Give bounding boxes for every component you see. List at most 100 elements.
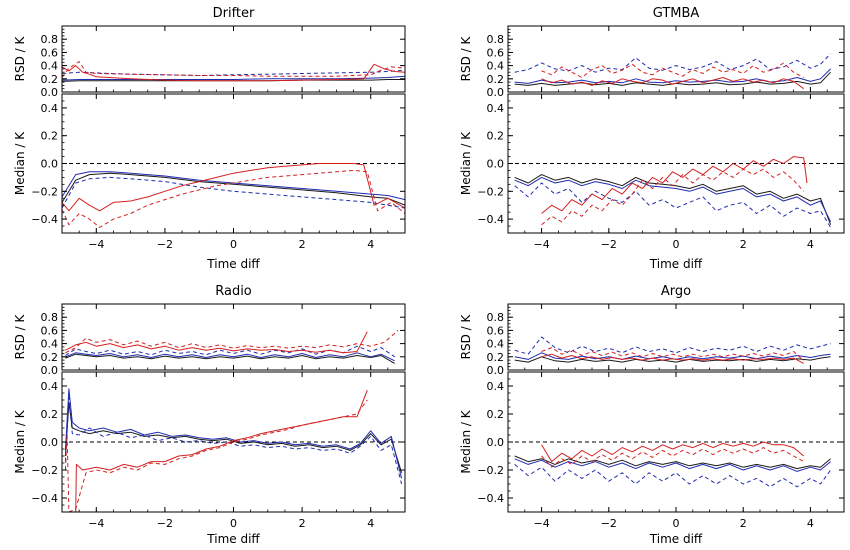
series-line-2 xyxy=(514,182,832,228)
panel-title: Drifter xyxy=(213,6,255,21)
panel-title: GTMBA xyxy=(653,6,700,21)
rsd-subplot: 0.00.20.40.60.8 RSD / K xyxy=(13,303,406,377)
series-line-1 xyxy=(514,458,831,472)
series-line-3 xyxy=(541,156,808,214)
x-tick-label: −4 xyxy=(533,517,549,530)
y-tick-label: 0.0 xyxy=(41,364,59,377)
series-line-1 xyxy=(514,68,831,84)
series-line-0 xyxy=(65,353,395,364)
y-tick-label: 0.4 xyxy=(487,102,505,115)
panel-title: Radio xyxy=(215,284,252,299)
series-line-2 xyxy=(62,69,405,76)
series-group xyxy=(514,336,831,364)
series-line-0 xyxy=(514,455,831,470)
series-line-2 xyxy=(62,176,405,209)
median-subplot: −0.4 −0.2 0.0 0.2 0.4 Median / K xyxy=(459,371,845,513)
rsd-axis-label: RSD / K xyxy=(459,36,473,82)
series-line-1 xyxy=(62,171,405,201)
y-tick-label: 0.4 xyxy=(487,60,505,73)
y-tick-label: 0.2 xyxy=(41,73,59,86)
series-line-1 xyxy=(64,388,403,479)
x-tick-label: −2 xyxy=(157,517,173,530)
y-tick-label: 0.2 xyxy=(487,351,505,364)
median-subplot: −0.4 −0.2 0.0 0.2 0.4 Median / K xyxy=(13,93,406,234)
x-tick-label: −4 xyxy=(533,238,549,251)
series-line-1 xyxy=(514,176,832,223)
x-tick-label: −4 xyxy=(88,517,104,530)
y-tick-label: 0.2 xyxy=(487,130,505,143)
series-line-3 xyxy=(541,77,804,90)
rsd-subplot: 0.00.20.40.60.8 RSD / K xyxy=(459,303,845,377)
median-subplot: −0.4 −0.2 0.0 0.2 0.4 Median / K xyxy=(13,371,406,513)
rsd-axis-label: RSD / K xyxy=(459,314,473,360)
series-line-2 xyxy=(64,396,403,485)
y-tick-label: 0.4 xyxy=(41,338,59,351)
rsd-subplot: 0.00.20.40.60.8 RSD / K xyxy=(459,25,845,99)
series-line-2 xyxy=(514,464,832,488)
series-line-0 xyxy=(514,174,832,225)
series-line-4 xyxy=(62,61,405,78)
x-tick-label: 0 xyxy=(230,517,237,530)
y-tick-label: 0.4 xyxy=(487,338,505,351)
y-tick-label: 0.4 xyxy=(41,60,59,73)
median-subplot: −0.4 −0.2 0.0 0.2 0.4 Median / K xyxy=(459,93,845,234)
y-tick-label: −0.2 xyxy=(31,185,58,198)
x-axis-label: Time diff xyxy=(206,532,260,545)
series-line-4 xyxy=(541,62,804,78)
y-tick-label: 0.0 xyxy=(41,158,59,171)
series-line-3 xyxy=(75,390,368,512)
y-tick-label: 0.2 xyxy=(41,351,59,364)
y-tick-label: 0.8 xyxy=(41,311,59,324)
x-tick-label: 0 xyxy=(673,238,680,251)
series-line-4 xyxy=(541,447,804,468)
x-tick-label: −2 xyxy=(601,238,617,251)
series-line-2 xyxy=(65,345,395,358)
y-tick-label: 0.0 xyxy=(487,364,505,377)
x-tick-label: 0 xyxy=(230,238,237,251)
series-line-0 xyxy=(64,402,403,473)
y-tick-label: 0.0 xyxy=(41,436,59,449)
y-tick-label: 0.6 xyxy=(487,46,505,59)
x-tick-label: 2 xyxy=(299,238,306,251)
y-tick-label: −0.4 xyxy=(31,492,58,505)
series-line-0 xyxy=(62,172,405,206)
y-tick-label: 0.4 xyxy=(41,102,59,115)
series-line-0 xyxy=(514,356,831,363)
x-axis-label: Time diff xyxy=(649,532,703,545)
series-line-4 xyxy=(64,399,368,512)
y-tick-label: 0.8 xyxy=(41,33,59,46)
x-tick-label: 2 xyxy=(299,517,306,530)
y-tick-label: 0.6 xyxy=(487,324,505,337)
series-line-3 xyxy=(65,331,368,354)
series-line-1 xyxy=(65,352,395,362)
y-tick-label: −0.4 xyxy=(477,213,504,226)
series-line-4 xyxy=(65,330,399,354)
y-tick-label: 0.0 xyxy=(487,86,505,99)
y-tick-label: −0.4 xyxy=(477,492,504,505)
series-line-3 xyxy=(541,353,804,364)
rsd-axis-label: RSD / K xyxy=(13,314,27,360)
axes-frame xyxy=(61,303,406,371)
series-group xyxy=(514,156,832,228)
y-tick-label: 0.4 xyxy=(487,380,505,393)
y-tick-label: 0.6 xyxy=(41,324,59,337)
x-tick-label: −2 xyxy=(601,517,617,530)
series-group xyxy=(514,441,832,488)
y-tick-label: 0.2 xyxy=(41,408,59,421)
y-tick-label: 0.8 xyxy=(487,33,505,46)
y-tick-label: 0.8 xyxy=(487,311,505,324)
x-tick-label: 4 xyxy=(807,517,814,530)
y-tick-label: −0.2 xyxy=(477,185,504,198)
y-tick-label: 0.6 xyxy=(41,46,59,59)
series-group xyxy=(64,388,403,512)
median-axis-label: Median / K xyxy=(13,131,27,195)
median-axis-label: Median / K xyxy=(459,131,473,195)
series-line-4 xyxy=(62,169,405,228)
x-tick-label: 2 xyxy=(740,517,747,530)
y-tick-label: −0.4 xyxy=(31,213,58,226)
